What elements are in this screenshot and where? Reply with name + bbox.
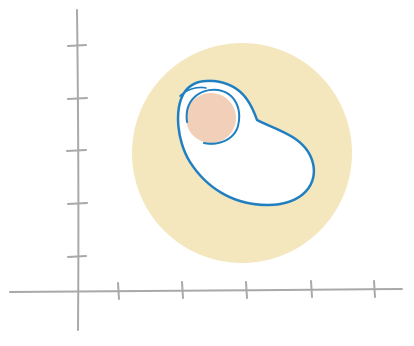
page xyxy=(0,0,414,346)
x-tick xyxy=(374,281,375,297)
x-tick xyxy=(182,282,183,298)
y-tick xyxy=(68,98,87,99)
y-tick xyxy=(68,203,87,204)
y-tick xyxy=(68,256,86,257)
x-tick xyxy=(246,282,247,298)
illustration xyxy=(0,0,414,346)
x-tick xyxy=(311,281,312,297)
x-tick xyxy=(118,283,119,299)
baby-head xyxy=(186,93,236,143)
x-axis xyxy=(10,289,402,292)
y-tick xyxy=(67,150,86,151)
y-axis xyxy=(77,10,78,330)
y-tick xyxy=(68,45,86,46)
